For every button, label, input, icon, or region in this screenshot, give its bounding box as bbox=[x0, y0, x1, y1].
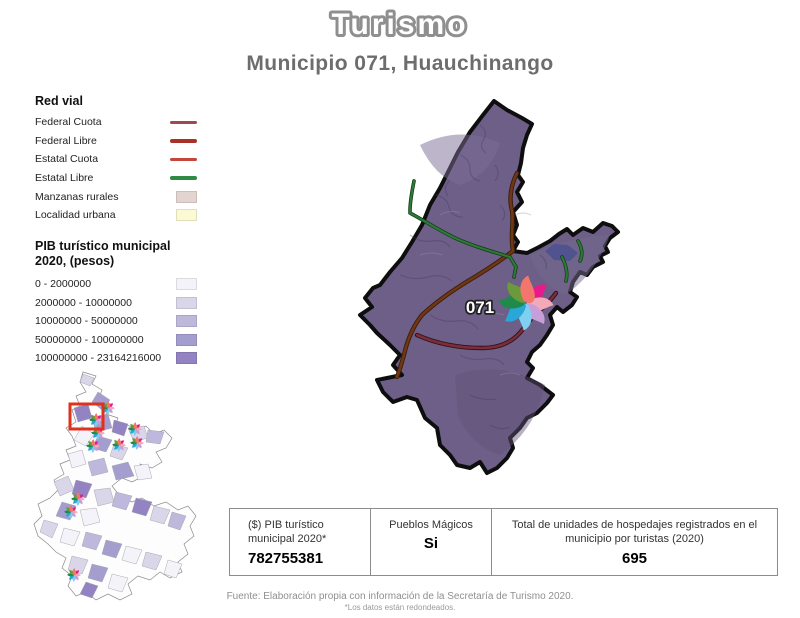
legend-item-label: Federal Cuota bbox=[35, 116, 102, 129]
legend-item-label: Estatal Libre bbox=[35, 172, 94, 185]
legend-pib-class-3: 10000000 - 50000000 bbox=[35, 312, 197, 331]
choropleth-swatch bbox=[176, 315, 197, 328]
reservoir bbox=[545, 244, 578, 261]
cell-value: 782755381 bbox=[248, 549, 324, 567]
cell-label: Pueblos Mágicos bbox=[389, 519, 473, 531]
choropleth-swatch bbox=[176, 333, 197, 346]
cell-label: Total de unidades de hospedajes registra… bbox=[511, 519, 758, 546]
table-cell-pueblos-magicos: Pueblos Mágicos Si bbox=[370, 509, 491, 575]
legend-pib-class-5: 100000000 - 23164216000 bbox=[35, 349, 197, 368]
info-table: ($) PIB turístico municipal 2020* 782755… bbox=[229, 508, 778, 576]
road-line-swatch bbox=[170, 120, 197, 125]
municipality-shape bbox=[358, 99, 620, 475]
choropleth-swatch bbox=[176, 278, 197, 291]
legend-item-manzanas-rurales: Manzanas rurales bbox=[35, 187, 197, 206]
legend-item-label: Localidad urbana bbox=[35, 209, 116, 222]
legend-item-localidad-urbana: Localidad urbana bbox=[35, 206, 197, 225]
municipality-id-label: 071 bbox=[466, 298, 494, 317]
legend-item-label: 2000000 - 10000000 bbox=[35, 296, 132, 309]
footnote-text: *Los datos están redondeados. bbox=[344, 603, 456, 612]
cell-value: 695 bbox=[621, 549, 648, 567]
terrain-hillshade bbox=[399, 124, 610, 455]
legend: Red vial Federal Cuota Federal Libre Est… bbox=[35, 94, 197, 368]
municipality-highlight-box bbox=[68, 402, 105, 431]
road-line-swatch bbox=[170, 176, 197, 180]
road-line-swatch bbox=[170, 139, 197, 143]
legend-item-label: Federal Libre bbox=[35, 134, 97, 147]
legend-pib-class-2: 2000000 - 10000000 bbox=[35, 293, 197, 312]
legend-item-estatal-libre: Estatal Libre bbox=[35, 169, 197, 188]
choropleth-swatch bbox=[176, 352, 197, 365]
legend-item-label: 50000000 - 100000000 bbox=[35, 333, 144, 346]
choropleth-swatch bbox=[176, 296, 197, 309]
legend-item-label: Manzanas rurales bbox=[35, 190, 119, 203]
cell-label: ($) PIB turístico municipal 2020* bbox=[248, 519, 327, 546]
legend-item-label: 10000000 - 50000000 bbox=[35, 315, 138, 328]
page-subtitle: Municipio 071, Huauchinango bbox=[246, 52, 554, 75]
source-text: Fuente: Elaboración propia con informaci… bbox=[226, 591, 574, 602]
legend-roads-heading: Red vial bbox=[35, 94, 83, 108]
cell-value: Si bbox=[423, 535, 439, 553]
legend-item-federal-libre: Federal Libre bbox=[35, 132, 197, 151]
legend-pib-class-4: 50000000 - 100000000 bbox=[35, 331, 197, 350]
page-title-bubble: Turismo bbox=[328, 5, 468, 44]
legend-item-federal-cuota: Federal Cuota bbox=[35, 113, 197, 132]
page-title: Turismo bbox=[331, 8, 468, 41]
area-swatch bbox=[176, 190, 197, 203]
legend-item-label: 0 - 2000000 bbox=[35, 278, 92, 291]
area-swatch bbox=[176, 209, 197, 222]
legend-item-label: 100000000 - 23164216000 bbox=[35, 352, 162, 365]
legend-pib-class-1: 0 - 2000000 bbox=[35, 275, 197, 294]
road-line-swatch bbox=[170, 157, 197, 162]
table-cell-pib: ($) PIB turístico municipal 2020* 782755… bbox=[230, 509, 370, 575]
main-map: 071 bbox=[358, 99, 620, 475]
table-cell-hospedajes: Total de unidades de hospedajes registra… bbox=[491, 509, 777, 575]
state-overview-map bbox=[33, 371, 197, 601]
legend-pib-heading: PIB turístico municipal 2020, (pesos) bbox=[35, 238, 171, 269]
legend-item-estatal-cuota: Estatal Cuota bbox=[35, 150, 197, 169]
legend-item-label: Estatal Cuota bbox=[35, 153, 99, 166]
